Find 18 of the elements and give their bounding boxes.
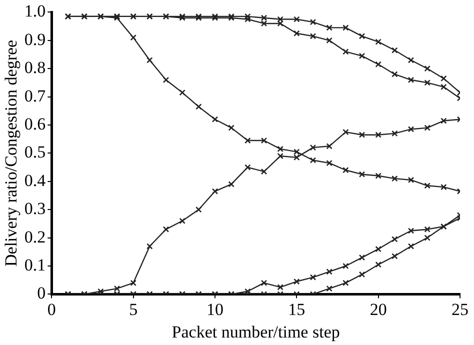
x-tick-label: 10 <box>206 300 224 319</box>
y-axis-title: Delivery ratio/Congestion degree <box>2 40 21 267</box>
y-tick-label: 0.9 <box>24 30 46 49</box>
x-axis-title: Packet number/time step <box>172 322 340 342</box>
y-tick-label: 0.7 <box>24 86 46 106</box>
y-tick-label: 0.6 <box>24 114 46 134</box>
x-tick-label: 20 <box>370 300 387 319</box>
y-tick-label: 0.5 <box>24 142 46 162</box>
x-tick-label: 5 <box>129 300 138 319</box>
y-tick-label: 0.4 <box>24 170 46 190</box>
y-tick-label: 0.1 <box>24 255 46 274</box>
y-tick-label: 0 <box>37 284 46 303</box>
x-tick-label: 25 <box>452 300 468 319</box>
x-tick-label: 15 <box>288 300 306 319</box>
y-tick-label: 0.2 <box>24 227 46 246</box>
y-tick-label: 0.8 <box>24 58 46 78</box>
y-tick-label: 1.0 <box>24 2 46 21</box>
y-tick-label: 0.3 <box>24 199 46 218</box>
